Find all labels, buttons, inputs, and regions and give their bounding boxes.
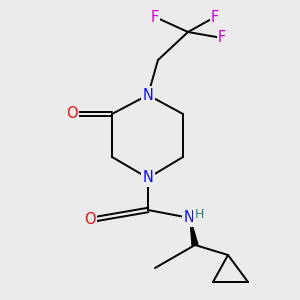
Text: O: O (66, 106, 78, 122)
Text: N: N (142, 88, 153, 103)
Text: O: O (84, 212, 96, 227)
Text: F: F (218, 31, 226, 46)
Text: N: N (184, 211, 194, 226)
Text: H: H (194, 208, 204, 220)
Polygon shape (190, 218, 198, 245)
Text: F: F (211, 10, 219, 25)
Text: N: N (142, 170, 153, 185)
Text: F: F (151, 10, 159, 25)
